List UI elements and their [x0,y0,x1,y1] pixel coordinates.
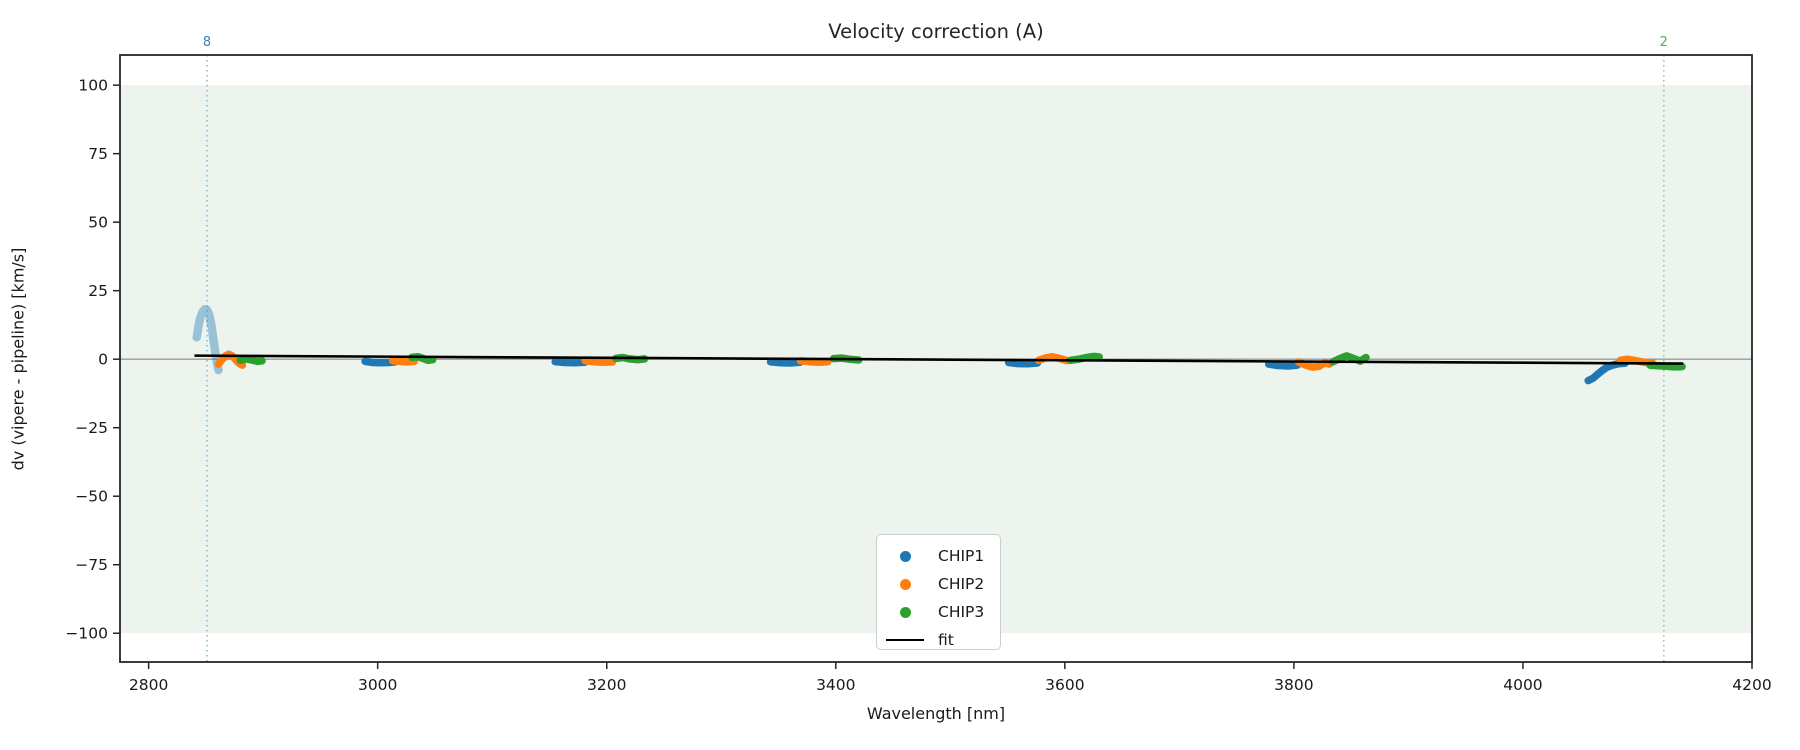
order-marker-label-8: 8 [203,35,211,50]
chip3-marker-icon [899,606,911,618]
cluster-chip2 [388,356,419,366]
y-tick-label: −75 [75,556,108,574]
fit-line-marker-icon [886,639,924,641]
y-tick-label: 75 [88,145,108,163]
x-tick-label: 4200 [1732,676,1771,694]
y-tick-label: 50 [88,214,108,232]
legend-item-chip3: CHIP3 [885,598,1000,626]
cluster-chip2 [581,356,617,366]
legend-label-chip3: CHIP3 [938,603,985,621]
cluster-chip3 [1329,352,1370,366]
y-tick-label: 0 [98,351,108,369]
x-tick-label: 3000 [358,676,397,694]
cluster-chip2 [796,357,832,366]
cluster-chip3 [236,355,266,366]
order-marker-label-2: 2 [1660,35,1668,50]
y-tick-label: −100 [65,625,108,643]
chart-title: Velocity correction (A) [828,20,1044,43]
x-tick-label: 3800 [1274,676,1313,694]
cluster-chip1 [1264,360,1302,370]
chip2-marker-icon [899,578,911,590]
legend: CHIP1 CHIP2 CHIP3 fit [876,534,1001,650]
chip1-marker-icon [899,550,911,562]
x-axis-label: Wavelength [nm] [866,704,1006,723]
legend-item-fit: fit [885,626,1000,654]
fit-line [194,354,1684,365]
x-tick-label: 3200 [587,676,626,694]
cluster-chip2 [1294,358,1334,371]
legend-label-fit: fit [938,631,954,649]
cluster-chip3 [1646,361,1686,371]
legend-label-chip1: CHIP1 [938,547,985,565]
cluster-chip1 [551,357,589,367]
cluster-chip1 [192,305,223,375]
x-tick-label: 3600 [1045,676,1084,694]
y-tick-label: −50 [75,488,108,506]
x-tick-label: 2800 [129,676,168,694]
y-tick-label: 25 [88,282,108,300]
legend-label-chip2: CHIP2 [938,575,985,593]
y-tick-label: 100 [78,77,108,95]
x-tick-label: 4000 [1503,676,1542,694]
cluster-chip1 [1004,358,1042,368]
legend-item-chip2: CHIP2 [885,570,1000,598]
cluster-chip1 [766,358,805,367]
legend-item-chip1: CHIP1 [885,542,1000,570]
y-axis-label: dv (vipere - pipeline) [km/s] [8,247,28,470]
x-tick-label: 3400 [816,676,855,694]
y-tick-label: −25 [75,419,108,437]
